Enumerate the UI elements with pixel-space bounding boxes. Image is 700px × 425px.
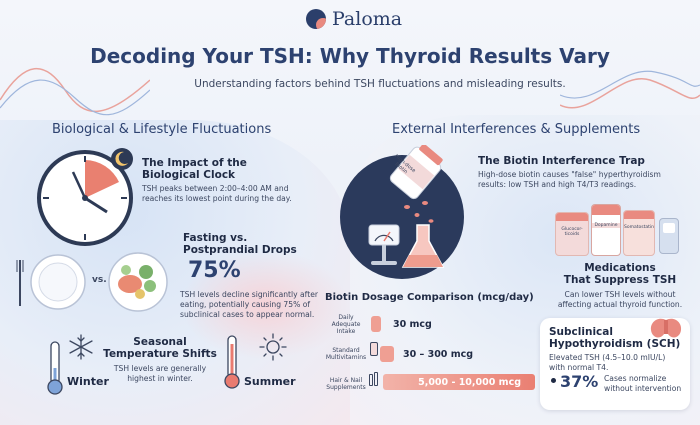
sun-icon xyxy=(259,333,287,361)
fasting-stat: 75% xyxy=(188,258,241,283)
biotin-text-line2: results: low TSH and high T4/T3 readings… xyxy=(478,180,637,189)
sch-title-line2: Hypothyroidism (SCH) xyxy=(549,338,681,350)
supplement-bottles-icon xyxy=(369,372,379,388)
medications-title-line2: That Suppress TSH xyxy=(563,274,677,286)
meal-plate-icon xyxy=(108,252,168,312)
medications-text-line2: affecting actual thyroid function. xyxy=(557,300,683,309)
paloma-logo-icon xyxy=(306,9,326,29)
medications-text-line1: Can lower TSH levels without xyxy=(564,290,676,299)
thermometer-cold-icon xyxy=(47,341,63,395)
summer-label: Summer xyxy=(244,375,296,388)
biotin-text-line1: High-dose biotin causes "false" hyperthy… xyxy=(478,170,661,179)
fasting-text-line2: eating, potentially causing 75% of xyxy=(180,300,311,309)
brand-logo[interactable]: Paloma xyxy=(306,8,402,30)
bottle-glucocorticoids: Glucocor-ticoids xyxy=(555,212,589,256)
winter-label: Winter xyxy=(67,375,109,388)
dosage-row-label: Standard Multivitamins xyxy=(325,347,367,361)
dosage-value: 30 – 300 mcg xyxy=(403,349,474,360)
dosage-heading: Biotin Dosage Comparison (mcg/day) xyxy=(325,292,534,303)
dosage-chart: Daily Adequate Intake 30 mcg Standard Mu… xyxy=(325,312,535,412)
fasting-vs-label: vs. xyxy=(92,275,107,285)
dosage-value: 30 mcg xyxy=(393,319,432,330)
page-subtitle: Understanding factors behind TSH fluctua… xyxy=(194,78,566,90)
wave-decoration-right xyxy=(560,70,700,109)
dosage-bar xyxy=(380,346,394,362)
brand-name: Paloma xyxy=(332,8,403,30)
biotin-lab-illustration xyxy=(340,145,464,279)
left-section-heading: Biological & Lifestyle Fluctuations xyxy=(52,122,272,137)
sch-stat-text-line2: without intervention xyxy=(604,384,682,393)
dosage-row-label: Daily Adequate Intake xyxy=(331,314,361,335)
clock-icon xyxy=(37,150,133,246)
dosage-bar: 5,000 - 10,000 mcg xyxy=(383,374,535,390)
sch-stat: 37% xyxy=(560,372,599,391)
dosage-value: 5,000 - 10,000 mcg xyxy=(418,376,521,388)
snowflake-icon xyxy=(69,334,93,360)
dosage-row-label: Hair & Nail Supplements xyxy=(326,377,366,391)
clock-title-line2: Biological Clock xyxy=(142,169,236,181)
multivitamin-bottle-icon xyxy=(370,342,378,356)
page-title: Decoding Your TSH: Why Thyroid Results V… xyxy=(90,44,610,68)
sch-text-line1: Elevated TSH (4.5–10.0 mIU/L) xyxy=(549,353,666,362)
sch-text-line2: with normal T4. xyxy=(549,363,609,372)
clock-text-line1: TSH peaks between 2:00–4:00 AM and xyxy=(142,184,289,193)
right-section-heading: External Interferences & Supplements xyxy=(392,122,641,137)
wave-decoration-left xyxy=(0,67,150,116)
glucose-meter-icon xyxy=(659,218,679,254)
fasting-text-line1: TSH levels decline significantly after xyxy=(180,290,318,299)
clock-text-line2: reaches its lowest point during the day. xyxy=(142,194,292,203)
dosage-bar xyxy=(371,316,381,332)
fasting-title-line1: Fasting vs. xyxy=(183,232,248,244)
medications-title-line1: Medications xyxy=(584,262,656,274)
seasonal-title-line1: Seasonal xyxy=(133,336,187,348)
bottle-somatostatin: Somatostatin xyxy=(623,210,655,256)
moon-icon xyxy=(111,148,133,170)
biotin-title: The Biotin Interference Trap xyxy=(478,155,645,167)
left-panel-accent xyxy=(180,250,350,360)
seasonal-text-line1: TSH levels are generally xyxy=(113,364,207,373)
bullet-icon xyxy=(551,378,556,383)
fasting-text-line3: subclinical cases to appear normal. xyxy=(180,310,315,319)
thermometer-hot-icon xyxy=(224,335,240,389)
bottle-dopamine: Dopamine xyxy=(591,204,621,256)
empty-plate-icon xyxy=(16,254,86,310)
medication-bottles: Glucocor-ticoids Dopamine Somatostatin xyxy=(555,200,685,258)
clock-title-line1: The Impact of the xyxy=(142,157,247,169)
seasonal-text-line2: highest in winter. xyxy=(127,374,193,383)
sch-title-line1: Subclinical xyxy=(549,326,613,338)
sch-stat-text-line1: Cases normalize xyxy=(604,374,667,383)
fasting-title-line2: Postprandial Drops xyxy=(183,244,297,256)
seasonal-title-line2: Temperature Shifts xyxy=(103,348,217,360)
thyroid-icon xyxy=(650,318,682,338)
